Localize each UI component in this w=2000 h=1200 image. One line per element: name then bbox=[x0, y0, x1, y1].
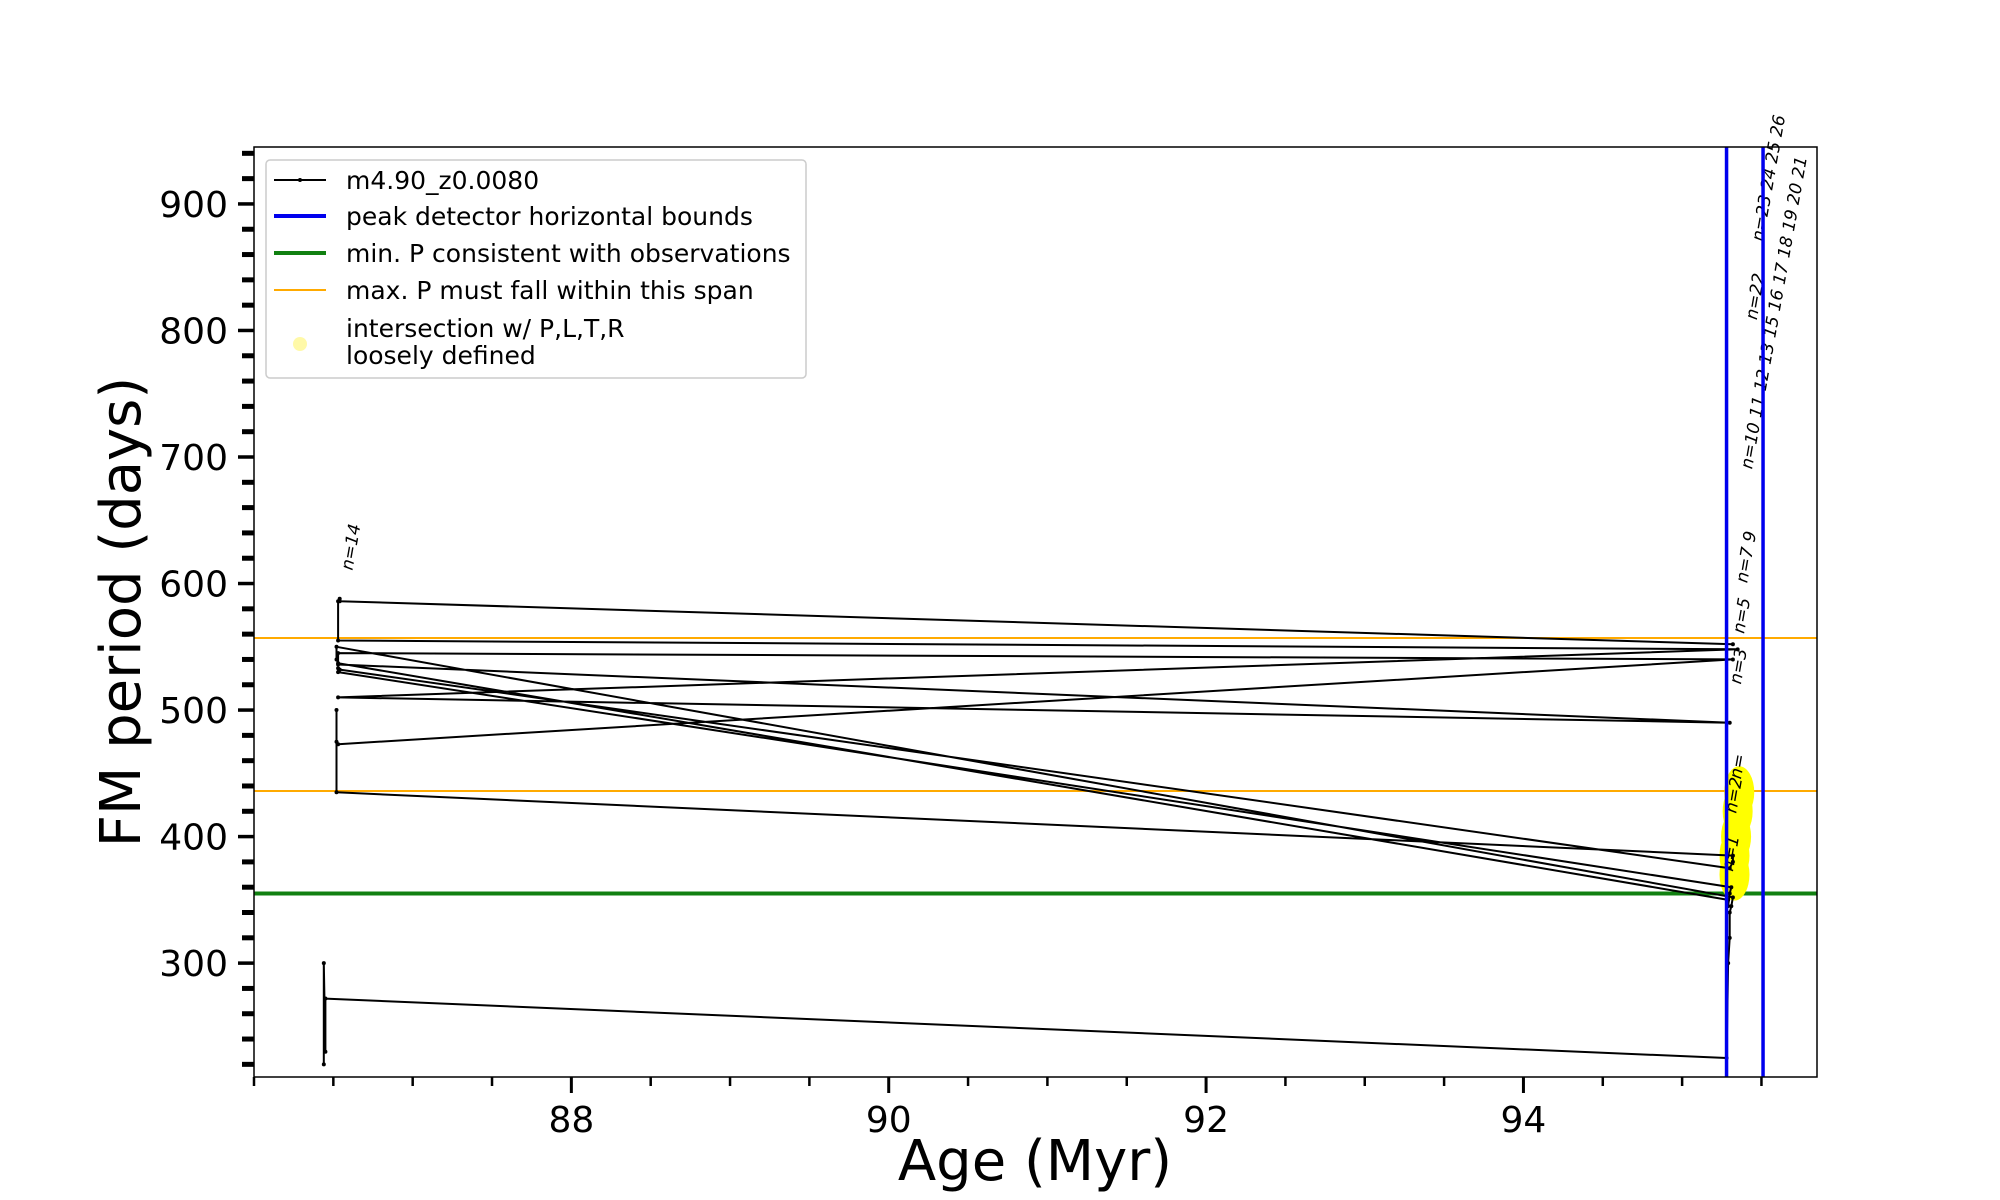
mode-label-6: n=7 9 bbox=[1732, 530, 1761, 585]
track-point-3 bbox=[323, 996, 328, 1001]
y-tick-label: 800 bbox=[159, 311, 228, 352]
legend-swatch-marker bbox=[293, 337, 307, 351]
y-tick-label: 500 bbox=[159, 691, 228, 732]
track-point-1 bbox=[321, 961, 326, 966]
track-point-7 bbox=[1727, 910, 1732, 915]
legend-label-3: max. P must fall within this span bbox=[346, 276, 754, 305]
track-point-9 bbox=[1730, 895, 1735, 900]
legend-label-4: intersection w/ P,L,T,R bbox=[346, 314, 625, 343]
track-point-31 bbox=[336, 695, 341, 700]
track-point-2 bbox=[323, 1049, 328, 1054]
track-line bbox=[322, 597, 1739, 1065]
x-axis-label: Age (Myr) bbox=[898, 1129, 1172, 1194]
y-tick-label: 300 bbox=[159, 944, 228, 985]
track-point-28 bbox=[336, 651, 341, 656]
track-point-15 bbox=[1727, 891, 1732, 896]
x-tick-label: 88 bbox=[548, 1100, 594, 1141]
peak-detector-bounds bbox=[1724, 147, 1765, 1077]
track-point-16 bbox=[1729, 885, 1734, 890]
track-point-30 bbox=[1727, 720, 1732, 725]
mode-label-0: n=14 bbox=[338, 522, 366, 571]
plot-frame bbox=[253, 146, 1818, 1078]
track-point-26 bbox=[336, 742, 341, 747]
x-tick-label: 92 bbox=[1183, 1100, 1229, 1141]
track-point-8 bbox=[1729, 904, 1734, 909]
legend-label-1: peak detector horizontal bounds bbox=[346, 202, 753, 231]
track-point-24 bbox=[334, 708, 339, 713]
track-point-23 bbox=[334, 790, 339, 795]
legend-swatch-track-marker bbox=[298, 178, 302, 182]
legend-label-4-line2: loosely defined bbox=[346, 341, 536, 370]
y-tick-label: 900 bbox=[159, 185, 228, 226]
track-point-36 bbox=[337, 599, 342, 604]
track-point-27 bbox=[1730, 657, 1735, 662]
legend-box bbox=[265, 159, 807, 379]
y-axis-label: FM period (days) bbox=[89, 377, 154, 847]
x-axis: 88 90 92 94 bbox=[252, 1077, 1763, 1141]
y-tick-label: 700 bbox=[159, 438, 228, 479]
track-point-6 bbox=[1727, 935, 1732, 940]
track-point-20 bbox=[1727, 866, 1732, 871]
mode-label-4: n=3 bbox=[1726, 647, 1752, 686]
evolution-track bbox=[321, 596, 1740, 1067]
track-point-11 bbox=[334, 657, 339, 662]
track-point-0 bbox=[321, 1062, 326, 1067]
y-tick-label: 400 bbox=[159, 818, 228, 859]
track-point-37 bbox=[1730, 642, 1735, 647]
y-axis: 300 400 500 600 700 800 900 bbox=[159, 150, 254, 1067]
track-point-19 bbox=[337, 667, 342, 672]
track-point-32 bbox=[1735, 647, 1740, 652]
mode-label-5: n=5 bbox=[1729, 596, 1755, 635]
track-point-33 bbox=[336, 638, 341, 643]
y-tick-label: 600 bbox=[159, 565, 228, 606]
x-tick-label: 90 bbox=[866, 1100, 912, 1141]
intersection-marker-4 bbox=[1724, 766, 1755, 819]
x-tick-label: 94 bbox=[1501, 1100, 1547, 1141]
track-point-29 bbox=[336, 662, 341, 667]
track-point-21 bbox=[1730, 859, 1735, 864]
track-point-22 bbox=[1730, 853, 1735, 858]
legend-label-2: min. P consistent with observations bbox=[346, 239, 791, 268]
mode-label-3: n= bbox=[1726, 752, 1750, 780]
track-point-10 bbox=[334, 644, 339, 649]
reference-lines bbox=[254, 636, 1817, 896]
legend-label-0: m4.90_z0.0080 bbox=[346, 166, 539, 195]
